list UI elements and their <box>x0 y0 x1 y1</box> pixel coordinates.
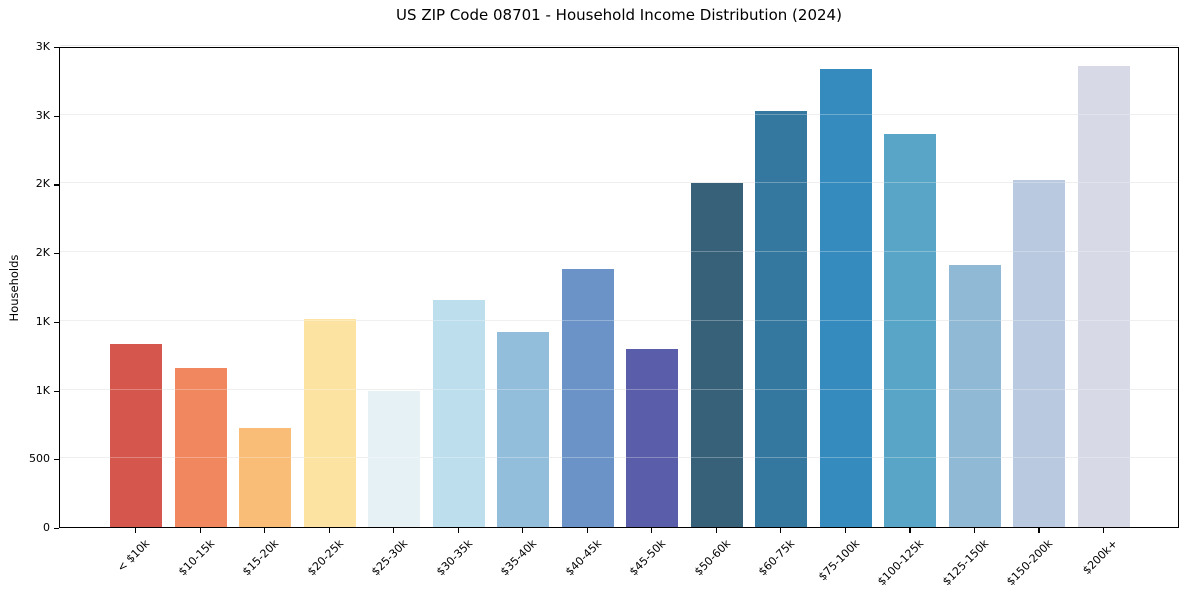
x-tick-mark <box>1102 528 1105 533</box>
y-tick-mark <box>54 47 59 49</box>
x-tick-mark <box>715 528 717 533</box>
x-tick-mark <box>973 528 976 533</box>
x-tick-mark <box>199 528 201 533</box>
x-tick-label: $15-20k <box>239 537 282 579</box>
y-tick-mark <box>54 321 59 324</box>
x-tick-label: $125-150k <box>939 537 992 589</box>
bar--75-100k <box>819 69 872 527</box>
y-tick-mark <box>54 115 59 117</box>
y-tick-mark <box>54 390 59 392</box>
bar--100-125k <box>884 133 937 527</box>
gridline <box>60 251 1178 253</box>
gridline-overlay <box>60 251 1178 253</box>
gridline <box>60 182 1178 184</box>
gridline-overlay <box>60 457 1178 459</box>
bar--15-20k <box>239 428 292 527</box>
x-tick-label: $50-60k <box>691 537 733 579</box>
bar--45-50k <box>626 349 679 527</box>
y-tick-label: 0 <box>43 521 50 534</box>
x-tick-label: < $10k <box>114 537 153 575</box>
y-tick-mark <box>54 459 59 461</box>
x-tick-mark <box>328 528 330 533</box>
x-tick-mark <box>651 528 653 533</box>
x-tick-label: $10-15k <box>175 537 217 579</box>
x-tick-label: $20-25k <box>304 537 346 579</box>
gridline <box>60 319 1178 321</box>
bar--125-150k <box>948 265 1001 527</box>
bar--30-35k <box>432 300 485 527</box>
gridline <box>60 113 1178 115</box>
gridline-overlay <box>60 182 1178 184</box>
plot-area <box>59 45 1179 528</box>
x-tick-mark <box>457 528 459 533</box>
gridline-overlay <box>60 388 1178 390</box>
y-tick-mark <box>54 528 59 530</box>
x-tick-mark <box>909 528 911 533</box>
gridline <box>60 457 1178 459</box>
bar--200k- <box>1077 65 1130 527</box>
bar--10-15k <box>174 367 227 527</box>
x-tick-mark <box>522 528 524 533</box>
bar--20-25k <box>303 318 356 527</box>
gridline <box>60 45 1178 46</box>
y-tick-label: 3K <box>35 108 50 122</box>
y-tick-label: 2K <box>35 177 50 191</box>
x-tick-mark <box>264 528 266 533</box>
x-tick-label: $60-75k <box>756 537 798 579</box>
x-tick-label: $200k+ <box>1080 537 1121 578</box>
x-tick-mark <box>135 528 137 533</box>
x-tick-mark <box>393 528 395 533</box>
bar--35-40k <box>497 331 550 527</box>
x-tick-label: $75-100k <box>815 537 863 584</box>
y-tick-mark <box>54 184 59 186</box>
y-tick-label: 1K <box>35 383 50 397</box>
y-tick-label: 500 <box>29 452 50 466</box>
bar--10k <box>110 343 162 527</box>
y-tick-mark <box>54 253 59 255</box>
gridline-overlay <box>60 113 1178 115</box>
x-tick-label: $150-200k <box>1004 537 1056 589</box>
gridline <box>60 388 1178 390</box>
bar--40-45k <box>561 269 614 527</box>
x-tick-mark <box>1038 528 1040 533</box>
x-tick-label: $25-30k <box>369 537 411 579</box>
x-tick-mark <box>780 528 782 533</box>
x-tick-mark <box>586 528 588 533</box>
bar--60-75k <box>755 111 808 527</box>
x-tick-mark <box>844 528 847 533</box>
y-tick-label: 2K <box>35 246 50 260</box>
x-tick-label: $35-40k <box>498 537 540 579</box>
bar--25-30k <box>368 390 421 527</box>
bar--50-60k <box>690 183 743 527</box>
x-tick-label: $30-35k <box>433 537 475 579</box>
bar--150-200k <box>1013 180 1066 527</box>
gridline-overlay <box>60 319 1178 321</box>
chart-title: US ZIP Code 08701 - Household Income Dis… <box>396 6 842 24</box>
y-tick-label: 3K <box>35 40 50 53</box>
x-tick-label: $40-45k <box>562 537 604 579</box>
x-tick-label: $100-125k <box>875 537 927 589</box>
x-tick-label: $45-50k <box>627 537 669 579</box>
y-tick-label: 1K <box>35 314 50 328</box>
